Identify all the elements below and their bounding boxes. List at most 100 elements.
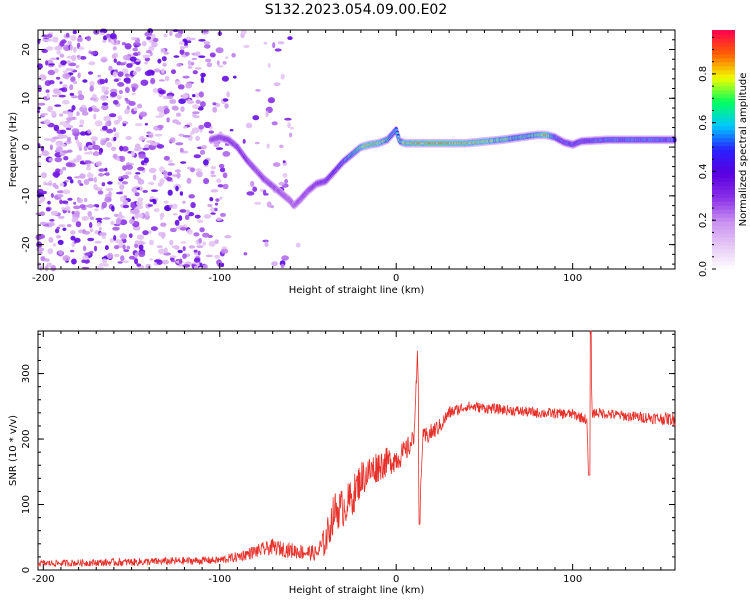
heatmap-blob [86,35,92,42]
heatmap-blob [215,102,221,108]
heatmap-blob [104,245,109,251]
colorbar-segment [712,249,735,254]
heatmap-blob [146,36,151,40]
heatmap-blob [45,258,50,262]
heatmap-blob [186,209,190,214]
heatmap-blob [200,144,207,150]
heatmap-blob [84,197,88,203]
heatmap-blob [139,185,143,192]
heatmap-blob [60,129,67,134]
heatmap-blob [62,227,67,231]
heatmap-blob [135,66,142,72]
heatmap-blob [61,200,69,204]
colorbar-segment [712,233,735,238]
heatmap-blob [162,62,167,67]
heatmap-blob [265,110,269,118]
snr-y-tick-label: 100 [21,495,32,514]
heatmap-blob [77,90,83,96]
heatmap-blob [176,63,182,67]
colorbar-segment [712,221,735,226]
heatmap-blob [38,74,47,81]
heatmap-blob [222,61,227,65]
heatmap-blob [164,75,170,82]
colorbar-segment [712,213,735,218]
heatmap-blob [104,91,109,95]
colorbar-segment [712,109,735,115]
heatmap-blob [75,221,82,228]
heatmap-blob [104,196,112,203]
heatmap-blob [56,50,62,55]
heatmap-blob [76,36,83,43]
heatmap-blob [202,232,210,238]
heatmap-blob [191,57,197,61]
heatmap-blob [156,245,163,249]
heatmap-blob [98,263,106,267]
heatmap-blob [166,117,170,123]
heatmap-blob [172,119,179,124]
heatmap-blob [193,115,200,119]
heatmap-blob [93,113,97,120]
heatmap-blob [44,182,53,186]
spectrogram-x-tick-label: 0 [393,273,399,284]
heatmap-blob [196,245,204,249]
heatmap-blob [104,78,108,84]
heatmap-blob [224,103,229,109]
heatmap-blob [109,238,115,243]
heatmap-blob [67,136,71,143]
heatmap-blob [63,208,70,211]
heatmap-blob [131,150,135,157]
heatmap-blob [83,179,90,185]
heatmap-blob [144,70,153,77]
snr-x-tick-label: 100 [563,574,582,585]
heatmap-blob [241,29,247,35]
heatmap-blob [142,189,148,193]
colorbar-segment [712,105,735,111]
heatmap-blob [144,122,148,126]
heatmap-blob [47,105,53,113]
heatmap-blob [136,263,141,267]
heatmap-blob [152,37,159,43]
heatmap-blob [184,51,190,56]
colorbar-segment [712,101,735,107]
heatmap-blob [263,41,268,45]
heatmap-blob [69,179,74,184]
heatmap-blob [125,86,130,94]
heatmap-blob [108,113,117,118]
heatmap-blob [179,209,187,213]
heatmap-blob [182,246,186,252]
colorbar-segment [712,217,735,222]
heatmap-blob [136,200,144,207]
heatmap-blob [204,44,211,49]
heatmap-blob [281,255,289,261]
heatmap-blob [182,200,186,204]
heatmap-blob [100,139,106,146]
heatmap-blob [284,179,288,184]
heatmap-blob [150,141,158,146]
heatmap-blob [144,211,150,217]
colorbar-segment [712,49,735,55]
heatmap-blob [59,182,65,187]
heatmap-blob [267,97,275,104]
heatmap-blob [55,228,60,234]
heatmap-blob [117,181,121,185]
heatmap-blob [245,122,253,129]
heatmap-blob [108,65,113,72]
heatmap-blob [134,243,139,249]
heatmap-blob [119,233,128,240]
heatmap-blob [114,132,120,139]
heatmap-blob [62,143,66,147]
heatmap-blob [214,202,219,206]
colorbar-segment [712,53,735,59]
heatmap-blob [271,121,278,126]
heatmap-blob [196,170,203,178]
spectrogram-y-label: Frequency (Hz) [8,112,19,188]
heatmap-blob [50,193,55,198]
heatmap-blob [155,115,163,118]
heatmap-blob [88,61,96,66]
heatmap-blob [138,153,146,159]
heatmap-blob [166,177,173,181]
heatmap-blob [224,235,232,239]
spectrogram-y-tick-label: 0 [21,144,32,150]
heatmap-blob [167,159,173,163]
heatmap-blob [179,45,185,50]
